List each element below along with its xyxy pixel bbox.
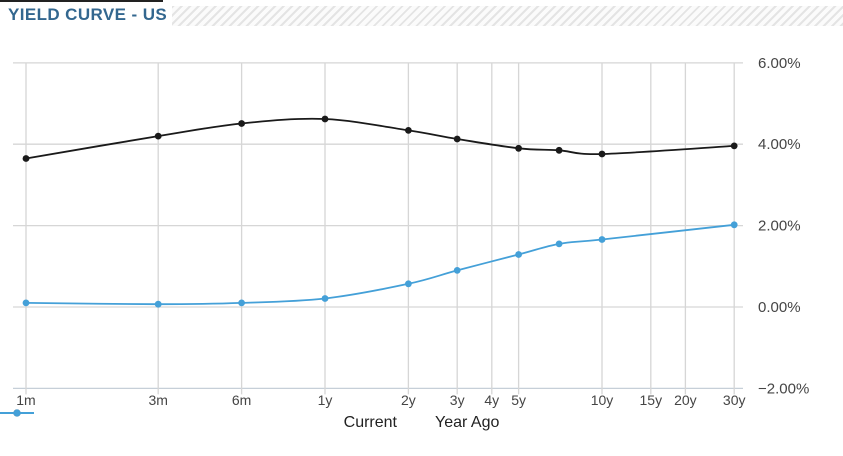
x-tick-label: 1y — [318, 392, 333, 408]
data-point-current — [238, 120, 246, 127]
legend-label: Year Ago — [435, 414, 500, 431]
page-title: YIELD CURVE - US — [8, 5, 168, 24]
x-tick-label: 1m — [16, 392, 35, 408]
data-point-year_ago — [238, 299, 246, 307]
series-line-current — [25, 117, 735, 160]
data-point-year_ago — [405, 280, 412, 288]
legend-item-year_ago[interactable]: Year Ago — [0, 409, 500, 432]
x-tick-label: 30y — [723, 392, 746, 408]
x-tick-label: 3m — [148, 392, 167, 408]
series-line-year_ago — [25, 223, 735, 306]
data-point-current — [321, 115, 329, 123]
y-tick-label: −2.00% — [758, 380, 809, 397]
data-point-year_ago — [598, 236, 606, 243]
y-tick-label: 4.00% — [758, 136, 801, 153]
data-point-current — [154, 132, 162, 140]
y-tick-label: 2.00% — [758, 218, 801, 235]
data-point-year_ago — [555, 240, 563, 248]
data-point-current — [730, 142, 738, 150]
data-point-current — [22, 155, 30, 162]
x-tick-label: 15y — [640, 392, 663, 408]
legend-marker-year_ago-icon — [0, 409, 34, 417]
data-point-year_ago — [22, 299, 30, 307]
header-hatch-decoration — [172, 6, 843, 26]
data-point-current — [453, 135, 461, 143]
x-tick-label: 10y — [591, 392, 614, 408]
y-tick-label: 0.00% — [758, 299, 801, 316]
data-point-year_ago — [730, 221, 738, 229]
data-point-year_ago — [453, 267, 461, 274]
data-point-current — [405, 126, 412, 134]
data-point-year_ago — [321, 295, 329, 302]
y-tick-label: 6.00% — [758, 55, 801, 72]
data-point-year_ago — [515, 251, 522, 258]
data-point-year_ago — [154, 300, 162, 308]
legend-item-current[interactable]: Current — [0, 409, 397, 432]
legend-label: Current — [343, 414, 397, 431]
data-point-current — [555, 146, 563, 154]
x-tick-label: 20y — [674, 392, 697, 408]
x-tick-label: 6m — [232, 392, 251, 408]
x-tick-label: 4y — [484, 392, 499, 408]
x-tick-label: 3y — [450, 392, 465, 408]
x-tick-label: 2y — [401, 392, 416, 408]
data-point-current — [515, 144, 522, 152]
data-point-current — [598, 150, 606, 158]
chart-legend: Current Year Ago — [0, 408, 843, 438]
header-accent-bar — [0, 0, 163, 2]
x-tick-label: 5y — [511, 392, 526, 408]
